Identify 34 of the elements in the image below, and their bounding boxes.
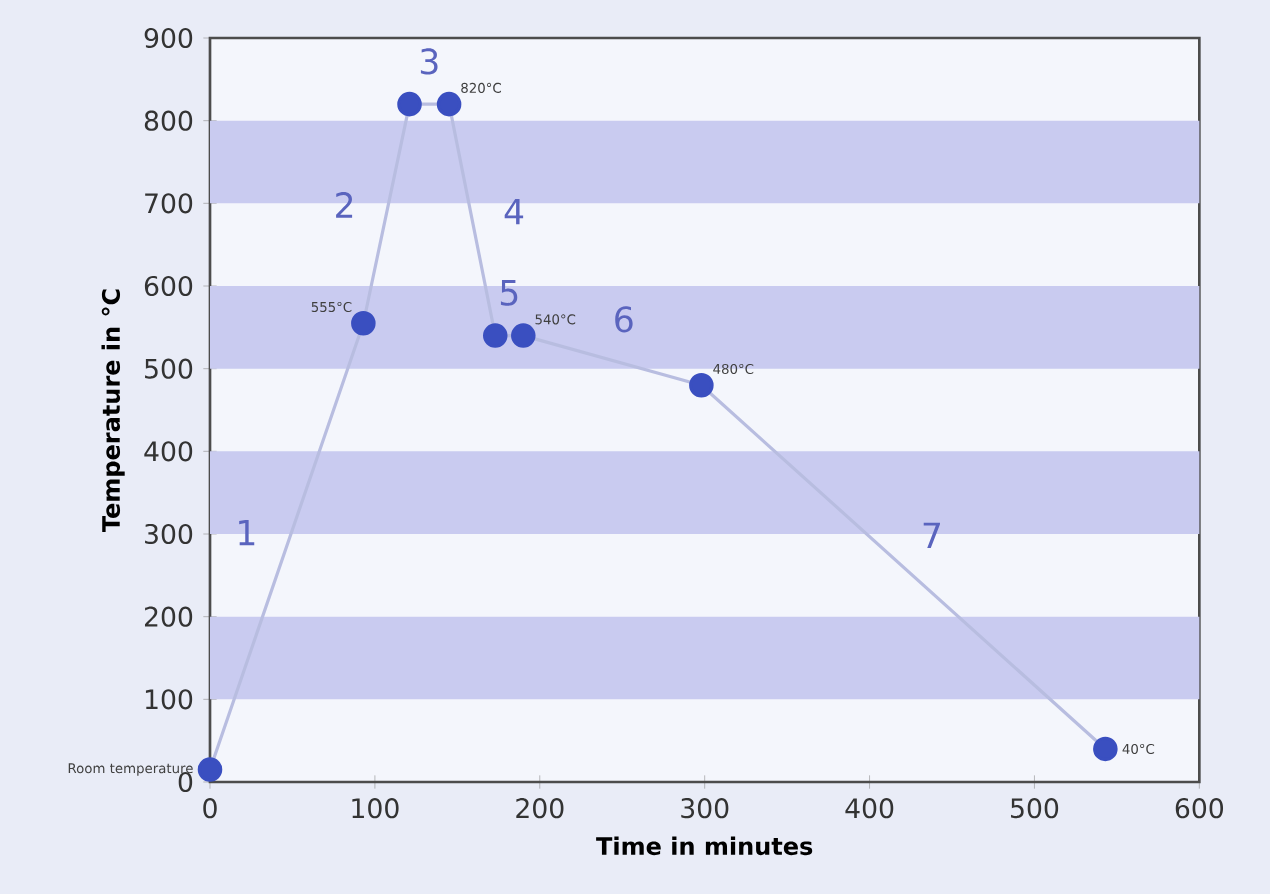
point — [397, 91, 422, 117]
annotation: 1 — [239, 519, 255, 546]
annotation: 7 — [923, 522, 940, 548]
y-tick-label: 200 — [144, 606, 193, 627]
x-tick-label: 600 — [1175, 798, 1224, 819]
y-tick-label: 100 — [145, 689, 193, 710]
point — [482, 323, 508, 348]
annotation: 4 — [504, 198, 524, 225]
annotation: 6 — [615, 306, 633, 333]
x-axis-title: Time in minutes — [596, 836, 813, 856]
point — [351, 310, 376, 336]
y-tick-label: 400 — [144, 441, 193, 462]
point — [689, 372, 714, 398]
y-tick-label: 500 — [145, 358, 193, 379]
y-axis-title: Temperature in °C — [101, 289, 125, 533]
point — [511, 323, 536, 348]
annotation: 2 — [336, 192, 353, 218]
x-tick-label: 500 — [1011, 798, 1059, 819]
point — [197, 757, 223, 782]
x-tick-label: 300 — [681, 798, 729, 819]
y-tick-label: 900 — [144, 27, 193, 49]
annotation: 5 — [500, 280, 518, 306]
y-tick-label: 300 — [145, 523, 193, 545]
y-tick-label: 600 — [144, 275, 193, 297]
annotation: 3 — [420, 48, 438, 75]
y-tick-label: 700 — [145, 193, 193, 214]
x-tick-label: 400 — [845, 798, 894, 819]
point — [1093, 736, 1118, 762]
x-tick-label: 0 — [203, 798, 217, 819]
y-tick-label: 0 — [178, 771, 193, 793]
point — [436, 91, 462, 117]
y-tick-label: 800 — [144, 110, 193, 131]
x-tick-label: 100 — [352, 798, 399, 819]
x-tick-label: 200 — [516, 798, 564, 819]
